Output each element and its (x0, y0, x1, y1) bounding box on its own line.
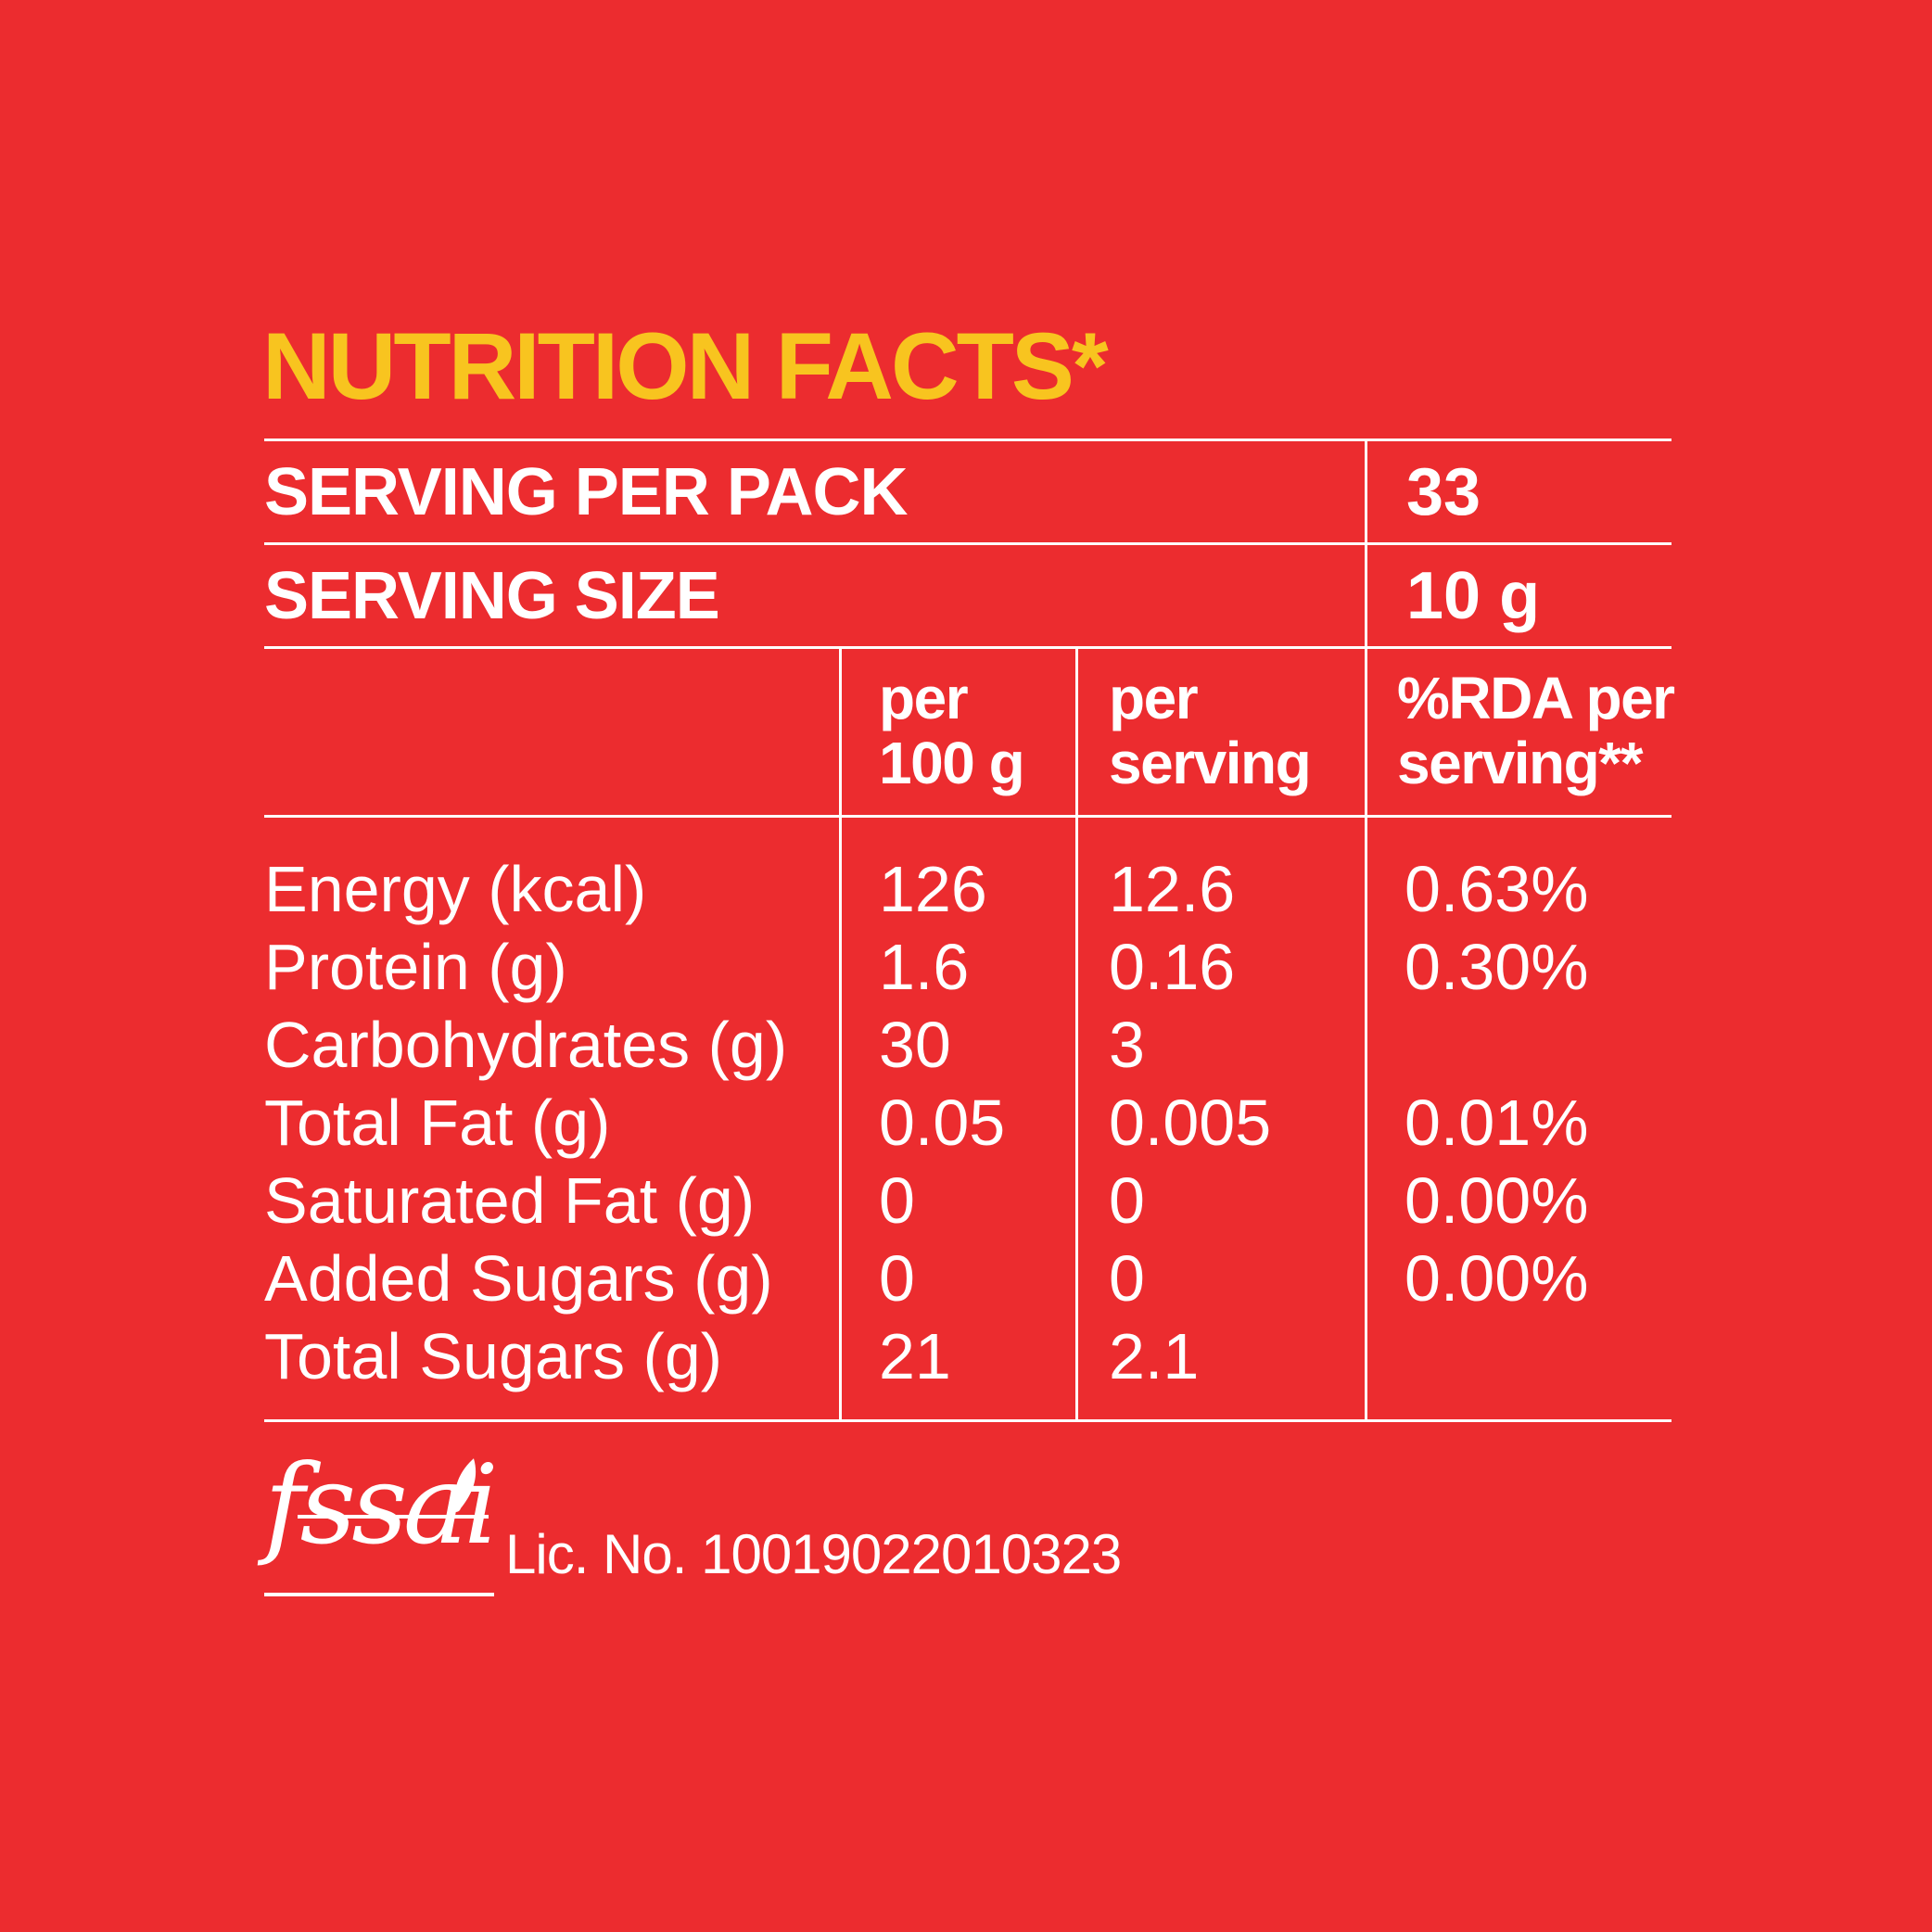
nutrient-label: Total Fat (g) (264, 1087, 611, 1159)
serving-size-value: 10 g (1365, 545, 1671, 646)
nutrient-label: Energy (kcal) (264, 853, 647, 925)
per-100g-column-header: per 100 g (879, 665, 1025, 796)
per-serving-value: 0.16 (1109, 931, 1236, 1003)
rda-value: 0.63% (1405, 853, 1589, 925)
per-serving-column-header: per serving (1109, 665, 1312, 796)
nutrient-name-cells: Energy (kcal) Protein (g) Carbohydrates … (264, 815, 839, 1419)
nutrient-name-column-header (264, 649, 839, 815)
per-serving-value: 3 (1109, 1009, 1145, 1081)
per-serving-cells: 12.6 0.16 3 0.005 0 0 2.1 (1078, 815, 1365, 1419)
serving-size-label: SERVING SIZE (264, 558, 720, 633)
per-100g-cells: 126 1.6 30 0.05 0 0 21 (842, 815, 1075, 1419)
nutrient-label: Added Sugars (g) (264, 1242, 773, 1315)
nutrient-label: Total Sugars (g) (264, 1320, 723, 1392)
page-title: NUTRITION FACTS* (262, 313, 1109, 419)
serving-size-row: SERVING SIZE 10 g (264, 545, 1671, 649)
per-100g-value: 0 (879, 1164, 915, 1237)
fssai-logo-top-rule (298, 1515, 489, 1519)
per-serving-column: per serving 12.6 0.16 3 0.005 0 0 2.1 (1075, 649, 1365, 1419)
fssai-logo-bottom-rule (264, 1593, 494, 1596)
per-100g-value: 1.6 (879, 931, 970, 1003)
serving-per-pack-value: 33 (1365, 441, 1671, 542)
serving-per-pack-label: SERVING PER PACK (264, 454, 909, 529)
per-serving-value: 0.005 (1109, 1087, 1272, 1159)
per-100g-column: per 100 g 126 1.6 30 0.05 0 0 21 (839, 649, 1075, 1419)
fssai-leaf-icon (451, 1458, 477, 1512)
rda-value (1367, 1006, 1669, 1084)
per-serving-value: 2.1 (1109, 1320, 1200, 1392)
rda-value: 0.30% (1405, 931, 1589, 1003)
per-100g-value: 0 (879, 1242, 915, 1315)
rda-value: 0.00% (1405, 1242, 1589, 1315)
fssai-license-number: Lic. No. 10019022010323 (505, 1523, 1122, 1585)
nutrient-name-column: Energy (kcal) Protein (g) Carbohydrates … (264, 649, 839, 1419)
serving-info-section: SERVING PER PACK 33 SERVING SIZE 10 g (264, 439, 1671, 649)
rda-value: 0.00% (1405, 1164, 1589, 1237)
per-serving-value: 12.6 (1109, 853, 1236, 925)
per-serving-value: 0 (1109, 1242, 1145, 1315)
nutrient-label: Protein (g) (264, 931, 567, 1003)
nutrient-values-section: Energy (kcal) Protein (g) Carbohydrates … (264, 649, 1675, 1422)
fssai-logo: fssai (264, 1441, 499, 1598)
per-100g-value: 21 (879, 1320, 951, 1392)
per-serving-value: 0 (1109, 1164, 1145, 1237)
rda-value: 0.01% (1405, 1087, 1589, 1159)
nutrient-label: Carbohydrates (g) (264, 1009, 788, 1081)
rda-per-serving-cells: 0.63% 0.30% 0.01% 0.00% 0.00% (1367, 815, 1669, 1419)
per-100g-value: 0.05 (879, 1087, 1006, 1159)
rda-value (1367, 1317, 1669, 1395)
nutrition-table: SERVING PER PACK 33 SERVING SIZE 10 g En… (264, 439, 1675, 1422)
header-divider-line (264, 815, 1671, 818)
per-100g-value: 126 (879, 853, 987, 925)
rda-per-serving-column: %RDA per serving** 0.63% 0.30% 0.01% 0.0… (1365, 649, 1675, 1419)
nutrient-label: Saturated Fat (g) (264, 1164, 756, 1237)
serving-per-pack-row: SERVING PER PACK 33 (264, 441, 1671, 545)
rda-per-serving-column-header: %RDA per serving** (1397, 665, 1675, 796)
per-100g-value: 30 (879, 1009, 951, 1081)
